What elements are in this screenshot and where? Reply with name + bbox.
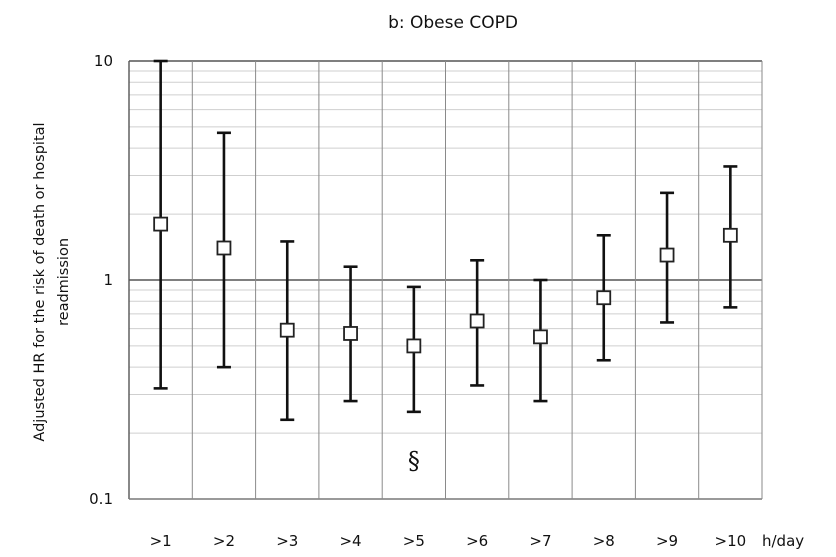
hazard-ratio-point — [469, 313, 485, 329]
x-axis-unit-label: h/day — [762, 532, 804, 550]
grid — [128, 60, 763, 500]
data-point-group — [533, 278, 548, 403]
data-point-group — [406, 285, 422, 414]
y-tick-label: 1 — [103, 271, 113, 289]
x-tick-label: >3 — [276, 532, 298, 550]
y-tick-labels: 10 1 0.1 — [89, 52, 113, 508]
data-point-group — [722, 165, 738, 309]
data-point-group — [469, 259, 485, 387]
hazard-ratio-point — [216, 240, 232, 256]
hazard-ratio-point — [406, 338, 422, 354]
plot-frame — [128, 61, 762, 500]
data-point-group — [153, 59, 169, 390]
data-point-group — [343, 265, 358, 403]
hazard-ratio-point — [279, 322, 295, 338]
data-point-group — [216, 131, 232, 369]
hazard-ratio-point — [153, 216, 169, 232]
significance-annotation: § — [408, 447, 420, 475]
data-point-group — [279, 240, 295, 422]
data-point-group — [659, 191, 675, 324]
x-tick-labels: >1 >2 >3 >4 >5 >6 >7 >8 >9 >10 — [150, 532, 747, 550]
x-tick-label: >4 — [339, 532, 361, 550]
x-tick-label: >2 — [213, 532, 235, 550]
y-axis-label-line-2: readmission — [56, 238, 72, 326]
data-point-group — [596, 233, 612, 362]
hazard-ratio-point — [659, 247, 675, 263]
y-axis-label-line-1: Adjusted HR for the risk of death or hos… — [32, 122, 48, 441]
x-tick-label: >7 — [529, 532, 551, 550]
x-tick-label: >1 — [150, 532, 172, 550]
x-tick-label: >9 — [656, 532, 678, 550]
y-tick-label: 10 — [94, 52, 113, 70]
x-tick-label: >8 — [593, 532, 615, 550]
chart-title: b: Obese COPD — [388, 13, 518, 33]
hazard-ratio-point — [533, 329, 548, 345]
y-tick-label: 0.1 — [89, 490, 113, 508]
data-marks — [153, 59, 738, 422]
hazard-ratio-point — [722, 227, 738, 243]
x-tick-label: >5 — [403, 532, 425, 550]
x-tick-label: >6 — [466, 532, 488, 550]
hazard-ratio-point — [343, 326, 358, 341]
x-tick-label: >10 — [715, 532, 747, 550]
hazard-ratio-point — [596, 290, 612, 306]
